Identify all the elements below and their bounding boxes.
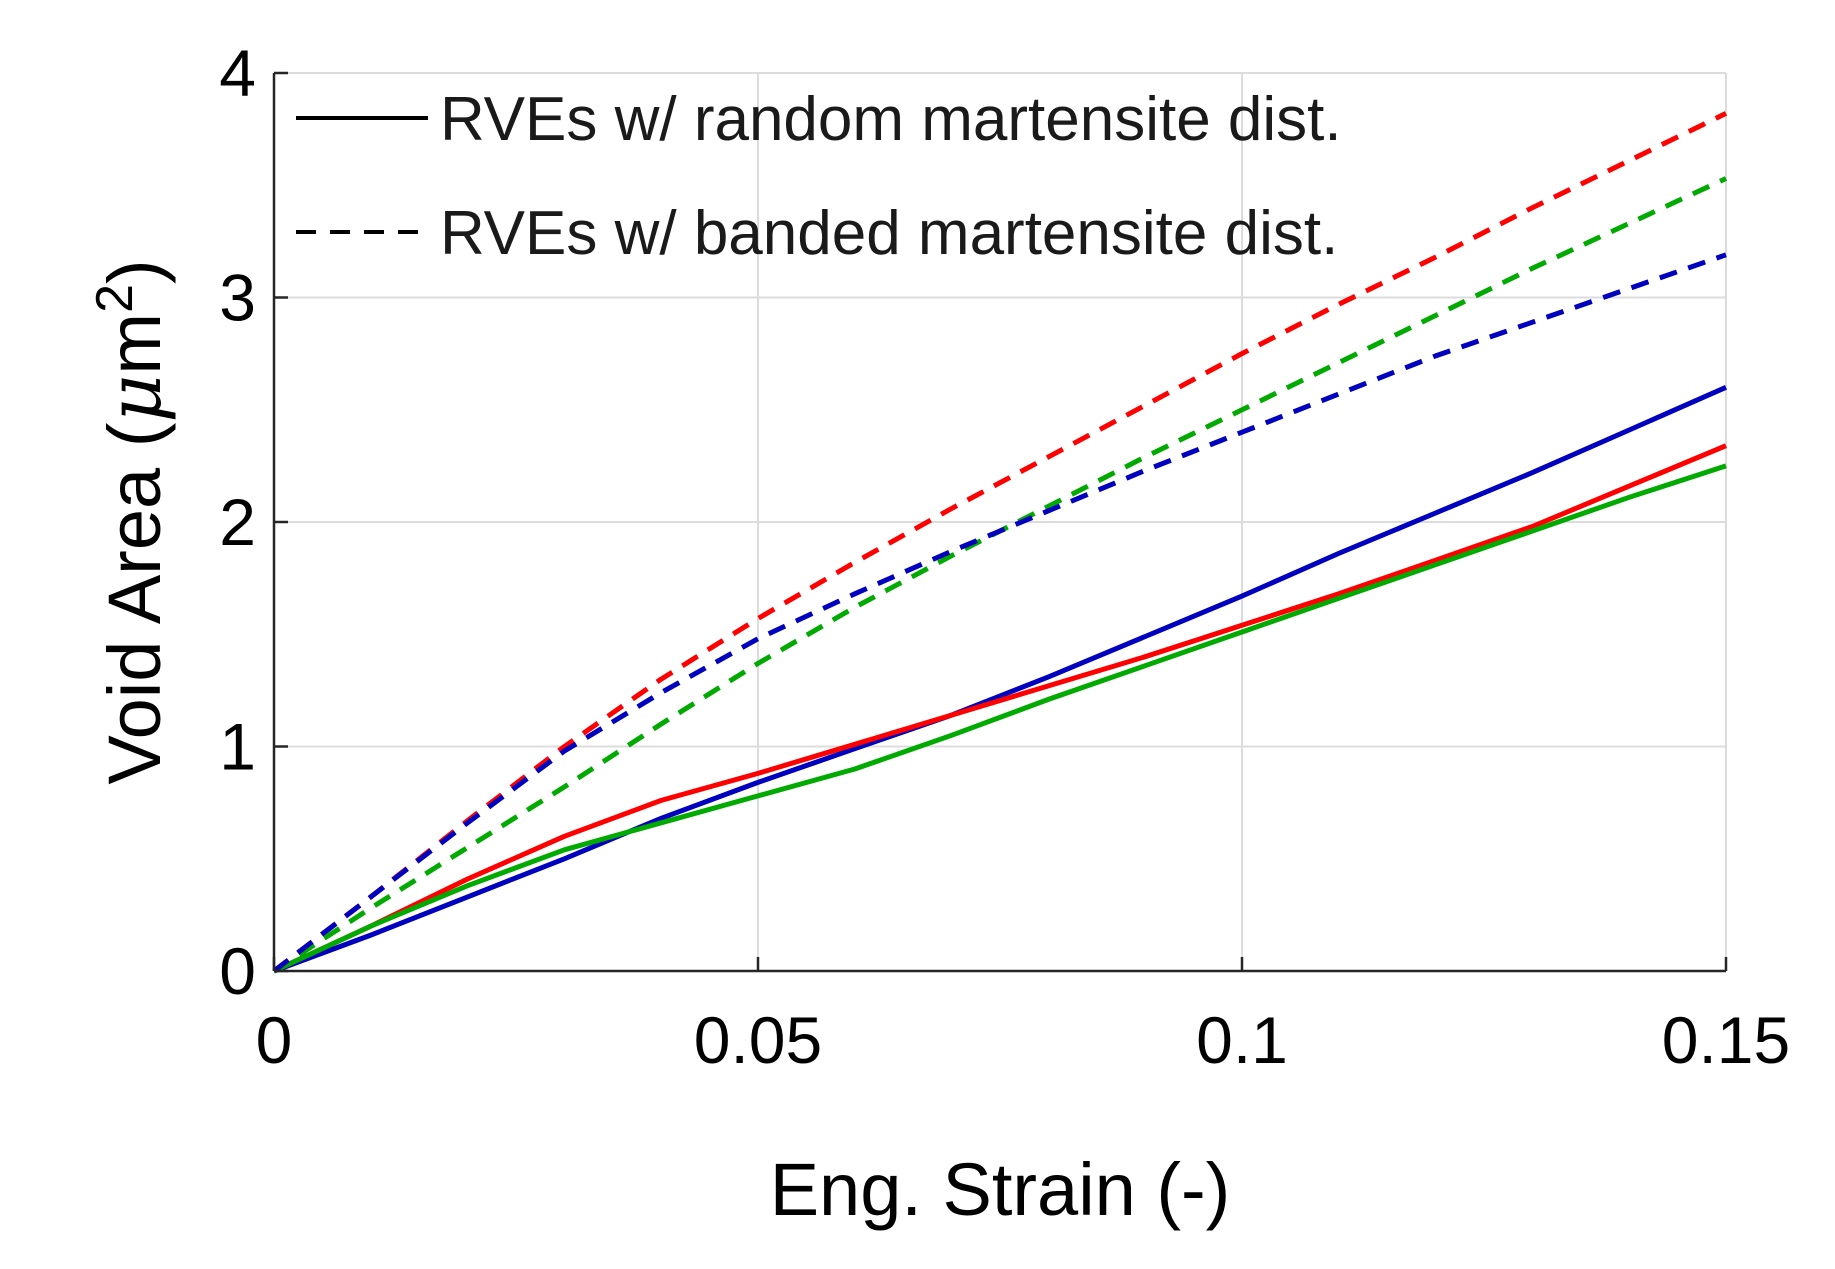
legend: RVEs w/ random martensite dist. RVEs w/ … [296, 85, 1342, 268]
series-line-banded-red [272, 111, 1728, 973]
x-tick-label-1: 0.05 [694, 1003, 822, 1077]
y-axis-label: Void Area (μm2) [86, 259, 178, 784]
axes [272, 71, 1728, 973]
y-axis-label-suffix: ) [93, 259, 176, 284]
series-line-random-blue [273, 385, 1728, 974]
y-tick-label-1: 1 [219, 710, 256, 784]
series-layer [272, 111, 1728, 974]
y-axis-label-unit: m [93, 313, 176, 375]
y-tick-label-0: 0 [219, 934, 256, 1008]
y-axis-label-mu: μ [92, 375, 178, 423]
x-tick-label-3: 0.15 [1662, 1003, 1790, 1077]
y-tick-label-4: 4 [219, 36, 256, 110]
series-line-random-green [272, 463, 1727, 974]
x-tick-label-0: 0 [256, 1003, 293, 1077]
series-line-banded-blue [272, 252, 1727, 973]
tick-labels: 0 0.05 0.1 0.15 0 1 2 3 4 [219, 36, 1790, 1077]
y-axis-label-superscript: 2 [86, 284, 144, 313]
y-tick-label-2: 2 [219, 485, 256, 559]
series-line-random-red [272, 443, 1727, 974]
x-axis-label: Eng. Strain (-) [770, 1148, 1231, 1231]
legend-entry-banded: RVEs w/ banded martensite dist. [440, 199, 1338, 268]
legend-entry-random: RVEs w/ random martensite dist. [440, 85, 1342, 154]
x-tick-label-2: 0.1 [1196, 1003, 1288, 1077]
y-tick-label-3: 3 [219, 261, 256, 335]
y-axis-label-prefix: Void Area ( [93, 422, 176, 784]
